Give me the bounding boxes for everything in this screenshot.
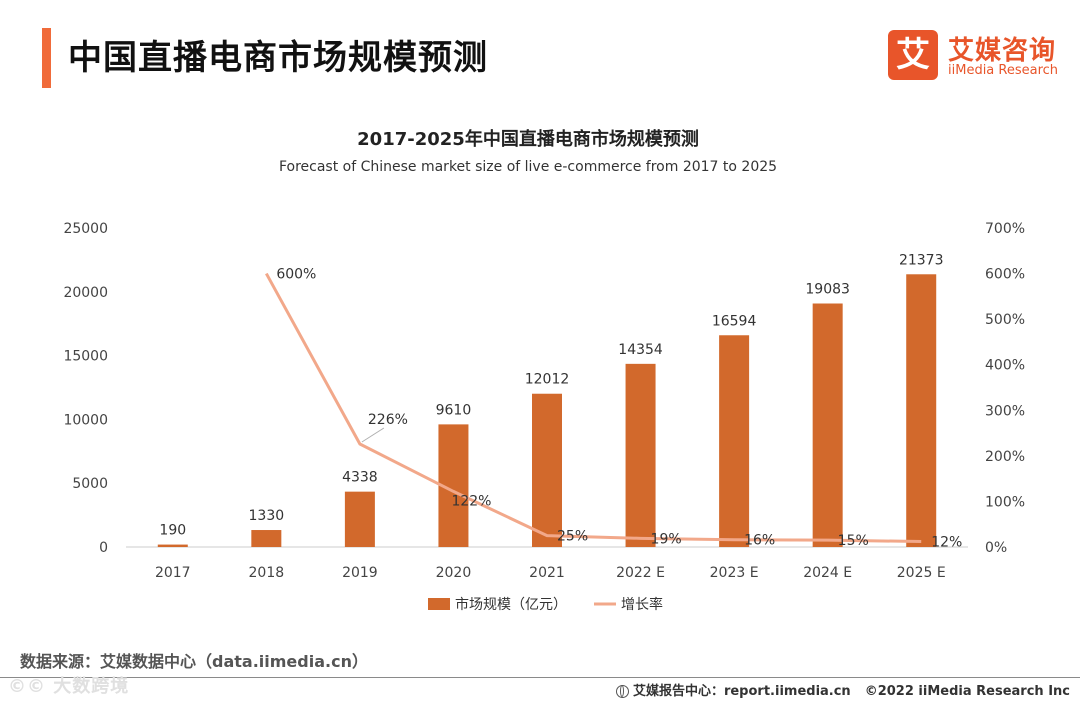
y-right-tick-label: 0%	[985, 540, 1007, 556]
legend-label-bar: 市场规模（亿元）	[455, 596, 567, 613]
y-left-tick-label: 5000	[72, 476, 108, 492]
growth-rate-label: 226%	[368, 412, 408, 428]
bar	[532, 393, 562, 547]
bar-value-label: 14354	[618, 342, 663, 358]
footer-info: 艾媒报告中心：report.iimedia.cn ©2022 iiMedia Re…	[615, 680, 1070, 699]
globe-icon	[615, 685, 629, 698]
bar-value-label: 4338	[342, 470, 378, 486]
x-tick-label: 2019	[342, 565, 378, 581]
x-tick-label: 2021	[529, 565, 565, 581]
x-tick-label: 2018	[249, 565, 285, 581]
bar	[344, 491, 375, 547]
y-right-tick-label: 600%	[985, 267, 1025, 283]
market-size-chart: 0 5000 10000 15000 20000 25000 0% 100% 200% 300% 4…	[63, 221, 1025, 613]
watermark: ©© 大数跨境	[8, 676, 130, 697]
bar	[251, 530, 282, 547]
y-right-tick-label: 300%	[985, 403, 1025, 419]
bar-value-label: 19083	[805, 282, 850, 298]
bar	[906, 274, 937, 547]
growth-rate-label: 12%	[931, 535, 962, 551]
logo-name-cn: 艾媒咨询	[948, 36, 1057, 66]
title-accent-bar	[42, 28, 51, 88]
y-right-tick-label: 100%	[985, 494, 1025, 510]
y-right-tick-label: 500%	[985, 312, 1025, 328]
y-left-tick-label: 10000	[63, 412, 108, 428]
legend-swatch-bar	[428, 598, 450, 610]
x-tick-label: 2025 E	[897, 565, 946, 581]
footer-divider	[0, 677, 1080, 678]
bar	[719, 335, 750, 547]
growth-rate-label: 15%	[838, 533, 869, 549]
bar-value-label: 190	[159, 523, 186, 539]
growth-rate-label: 25%	[557, 529, 588, 545]
bar-value-label: 1330	[249, 508, 285, 524]
report-center-link[interactable]: 艾媒报告中心：report.iimedia.cn	[632, 684, 851, 699]
copyright: ©2022 iiMedia Research Inc	[864, 684, 1070, 699]
chart-title: 2017-2025年中国直播电商市场规模预测	[357, 129, 699, 150]
x-tick-label: 2023 E	[710, 565, 759, 581]
chart-subtitle: Forecast of Chinese market size of live …	[278, 159, 778, 175]
x-tick-label: 2024 E	[803, 565, 852, 581]
growth-rate-label: 16%	[744, 533, 775, 549]
y-right-tick-label: 400%	[985, 358, 1025, 374]
bar-value-label: 21373	[899, 252, 944, 268]
growth-rate-label: 19%	[651, 531, 682, 547]
y-left-tick-label: 0	[99, 540, 108, 556]
growth-rate-label: 600%	[276, 267, 316, 283]
bar	[812, 303, 843, 547]
y-left-tick-label: 20000	[63, 285, 108, 301]
iimedia-logo: 艾 艾媒咨询 iiMedia Research	[888, 30, 1068, 82]
y-right-tick-label: 200%	[985, 449, 1025, 465]
y-right-tick-label: 700%	[985, 221, 1025, 237]
page-title: 中国直播电商市场规模预测	[68, 38, 488, 78]
bar	[157, 544, 188, 547]
y-left-tick-label: 25000	[63, 221, 108, 237]
x-tick-label: 2017	[155, 565, 191, 581]
growth-rate-label: 122%	[451, 493, 491, 509]
label-leader-line	[361, 427, 385, 443]
growth-rate-line	[265, 272, 922, 544]
legend-label-line: 增长率	[621, 596, 663, 613]
bar-value-label: 12012	[525, 372, 570, 388]
data-source: 数据来源：艾媒数据中心（data.iimedia.cn）	[20, 652, 368, 671]
logo-mark-icon: 艾	[888, 30, 938, 80]
x-tick-label: 2022 E	[616, 565, 665, 581]
bar	[625, 363, 656, 547]
y-left-tick-label: 15000	[63, 349, 108, 365]
bar-value-label: 9610	[436, 402, 472, 418]
bar-value-label: 16594	[712, 313, 757, 329]
x-tick-label: 2020	[436, 565, 472, 581]
logo-name-en: iiMedia Research	[948, 63, 1059, 78]
